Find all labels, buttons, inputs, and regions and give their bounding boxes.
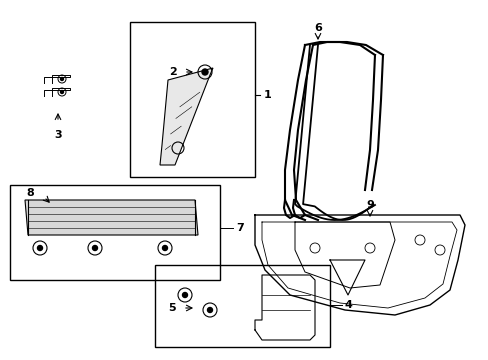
Text: 5: 5 — [168, 303, 176, 313]
Circle shape — [182, 292, 187, 297]
Text: 4: 4 — [344, 300, 351, 310]
Text: 6: 6 — [313, 23, 321, 33]
Circle shape — [207, 307, 212, 312]
Circle shape — [92, 246, 97, 251]
Text: 9: 9 — [366, 200, 373, 210]
Text: 3: 3 — [54, 130, 61, 140]
Circle shape — [61, 77, 63, 81]
Text: 8: 8 — [26, 188, 34, 198]
Circle shape — [61, 90, 63, 94]
Circle shape — [38, 246, 42, 251]
Bar — [10, 185, 220, 280]
Bar — [130, 22, 254, 177]
Circle shape — [202, 69, 207, 75]
Polygon shape — [25, 200, 198, 235]
Circle shape — [162, 246, 167, 251]
Polygon shape — [160, 68, 213, 165]
Bar — [155, 265, 329, 347]
Text: 7: 7 — [236, 223, 244, 233]
Text: 2: 2 — [169, 67, 177, 77]
Text: 1: 1 — [264, 90, 271, 100]
